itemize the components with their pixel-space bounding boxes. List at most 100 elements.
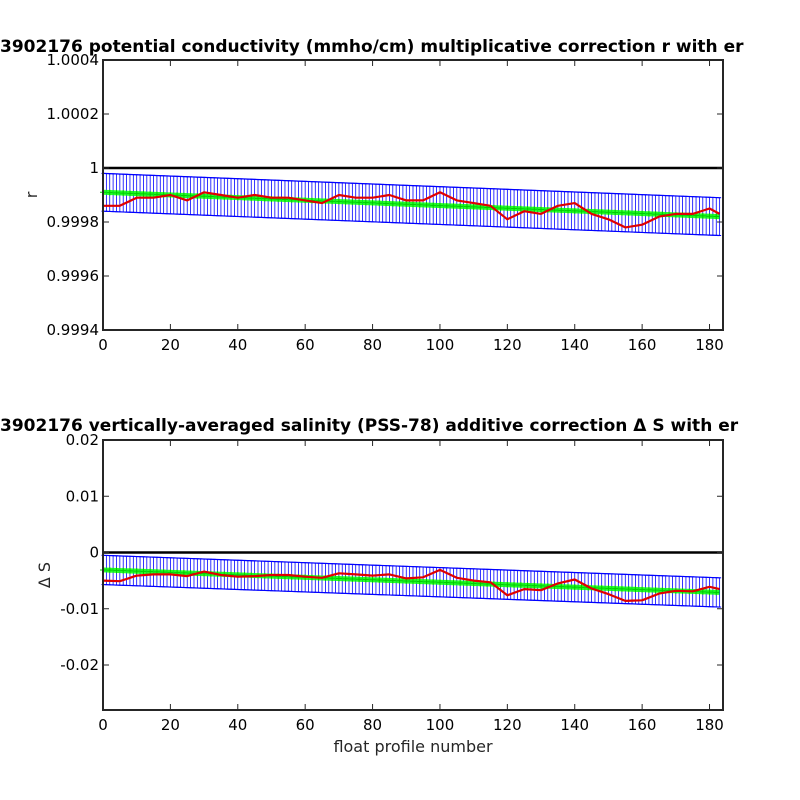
fit-marker xyxy=(403,201,410,208)
fit-marker xyxy=(713,213,720,220)
fit-marker xyxy=(558,207,565,214)
fit-marker xyxy=(463,580,470,587)
fit-marker xyxy=(605,209,612,216)
fit-marker xyxy=(396,200,403,207)
x-tick-label: 60 xyxy=(296,716,315,734)
fit-marker xyxy=(652,211,659,218)
y-axis-label: r xyxy=(22,191,41,198)
fit-marker xyxy=(645,210,652,217)
fit-marker xyxy=(463,203,470,210)
fit-marker xyxy=(133,568,140,575)
x-tick-label: 160 xyxy=(628,716,657,734)
fit-marker xyxy=(356,576,363,583)
y-tick-label: 1.0004 xyxy=(47,51,100,69)
fit-marker xyxy=(106,189,113,196)
ticks-layer: 0 20 40 60 80 100 120 140 160 180 0.9994 0.9996 0.99… xyxy=(47,51,724,354)
fit-marker xyxy=(389,200,396,207)
y-tick-label: 0 xyxy=(89,544,99,562)
fit-marker xyxy=(383,577,390,584)
x-tick-label: 0 xyxy=(98,336,108,354)
y-tick-label: -0.01 xyxy=(60,600,99,618)
x-tick-label: 100 xyxy=(426,716,455,734)
x-tick-label: 180 xyxy=(695,716,724,734)
fit-marker xyxy=(625,586,632,593)
fit-marker xyxy=(565,207,571,214)
fit-marker xyxy=(342,575,349,582)
x-tick-label: 40 xyxy=(228,336,247,354)
y-tick-label: -0.02 xyxy=(60,656,99,674)
x-tick-label: 180 xyxy=(695,336,724,354)
fit-marker xyxy=(120,190,127,197)
fit-marker xyxy=(538,206,545,213)
fit-marker xyxy=(423,202,430,209)
fit-marker xyxy=(450,579,457,586)
axes-box xyxy=(102,439,724,711)
ticks-layer: 0 20 40 60 80 100 120 140 160 180 -0.02 -0.01 0 0.01 0… xyxy=(60,431,724,734)
fit-marker xyxy=(201,193,208,200)
fit-marker xyxy=(396,577,403,584)
fit-marker xyxy=(430,202,437,209)
fit-marker xyxy=(410,201,416,208)
x-tick-label: 40 xyxy=(228,716,247,734)
fit-marker xyxy=(699,588,706,595)
fit-marker xyxy=(140,568,147,575)
fit-marker xyxy=(605,585,612,592)
fit-marker xyxy=(612,209,619,216)
x-tick-label: 140 xyxy=(560,716,589,734)
profile-correction-line xyxy=(102,568,720,603)
y-tick-label: 0.9998 xyxy=(47,213,100,231)
fit-marker xyxy=(517,582,524,589)
x-tick-label: 20 xyxy=(161,716,180,734)
fit-marker xyxy=(120,567,127,574)
panel-title: 3902176 potential conductivity (mmho/cm)… xyxy=(0,37,744,57)
fit-marker xyxy=(625,210,632,217)
fit-marker xyxy=(362,199,369,206)
fit-marker xyxy=(335,198,342,205)
fit-marker xyxy=(598,208,605,215)
error-envelope-upper xyxy=(102,172,720,199)
x-tick-label: 140 xyxy=(560,336,589,354)
fit-marker xyxy=(511,581,518,588)
y-tick-label: 0.9994 xyxy=(47,321,100,339)
fit-marker xyxy=(618,585,625,592)
error-envelope-lower xyxy=(102,210,720,237)
error-envelope-upper xyxy=(102,554,720,579)
fit-marker xyxy=(416,201,423,208)
fit-marker xyxy=(524,582,531,589)
y-tick-label: 0.02 xyxy=(66,431,99,449)
y-tick-label: 0.01 xyxy=(66,487,99,505)
x-axis-label: float profile number xyxy=(333,737,493,756)
x-tick-label: 100 xyxy=(426,336,455,354)
y-tick-label: 0.9996 xyxy=(47,267,100,285)
y-axis-label: Δ S xyxy=(35,562,54,588)
fit-marker xyxy=(706,213,713,220)
fit-marker xyxy=(335,575,342,582)
fit-marker xyxy=(713,589,720,596)
fit-marker xyxy=(612,585,619,592)
data-layer xyxy=(100,166,723,237)
fit-marker xyxy=(383,200,390,207)
axes-box xyxy=(102,59,724,331)
fit-marker xyxy=(410,578,416,585)
x-tick-label: 160 xyxy=(628,336,657,354)
fit-marker xyxy=(450,203,457,210)
fit-marker xyxy=(531,582,538,589)
fit-marker xyxy=(578,208,585,215)
fit-marker xyxy=(140,190,147,197)
error-envelope-lower xyxy=(102,583,720,608)
fit-marker xyxy=(571,584,578,591)
fit-marker xyxy=(113,567,120,574)
x-tick-label: 80 xyxy=(363,336,382,354)
fit-marker xyxy=(504,205,511,212)
x-tick-label: 20 xyxy=(161,336,180,354)
fit-marker xyxy=(538,582,545,589)
fit-marker xyxy=(369,199,376,206)
y-tick-label: 1.0002 xyxy=(47,105,100,123)
fit-marker xyxy=(430,578,437,585)
fit-marker xyxy=(342,198,349,205)
fit-marker xyxy=(558,583,565,590)
fit-marker xyxy=(571,207,578,214)
fit-marker xyxy=(416,578,423,585)
x-tick-label: 80 xyxy=(363,716,382,734)
x-tick-label: 120 xyxy=(493,716,522,734)
